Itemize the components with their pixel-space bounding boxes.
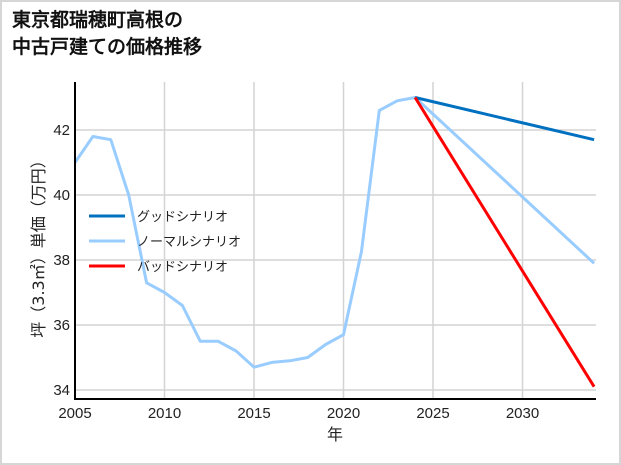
tick-labels: 2005 2010 2015 2020 2025 2030 34 36 38 40 42 (53, 122, 539, 422)
x-tick-label: 2005 (58, 405, 91, 422)
chart-title-line-1: 東京都瑞穂町高根の (12, 9, 184, 31)
x-tick-label: 2030 (506, 405, 539, 422)
y-tick-label: 40 (53, 187, 70, 204)
axes (74, 82, 596, 400)
x-tick-label: 2015 (237, 405, 270, 422)
x-tick-label: 2020 (327, 405, 360, 422)
gridlines (74, 82, 596, 399)
x-axis-label: 年 (327, 425, 343, 444)
x-tick-label: 2025 (416, 405, 449, 422)
legend-label-0: グッドシナリオ (137, 210, 228, 225)
chart-title-line-2: 中古戸建ての価格推移 (12, 36, 203, 58)
y-tick-label: 34 (53, 382, 70, 399)
y-tick-label: 38 (53, 252, 70, 269)
y-axis-label: 坪（3.3㎡）単価（万円） (29, 152, 48, 337)
series-line-2 (413, 96, 596, 388)
series-lines (73, 96, 596, 388)
x-tick-label: 2010 (148, 405, 181, 422)
series-line-0 (414, 96, 595, 142)
y-tick-label: 36 (53, 317, 70, 334)
legend-label-2: バッドシナリオ (137, 260, 228, 275)
series-line-1 (73, 96, 596, 369)
legend-label-1: ノーマルシナリオ (137, 235, 241, 250)
chart-title: 東京都瑞穂町高根の 中古戸建ての価格推移 (12, 7, 202, 61)
y-tick-label: 42 (53, 122, 70, 139)
